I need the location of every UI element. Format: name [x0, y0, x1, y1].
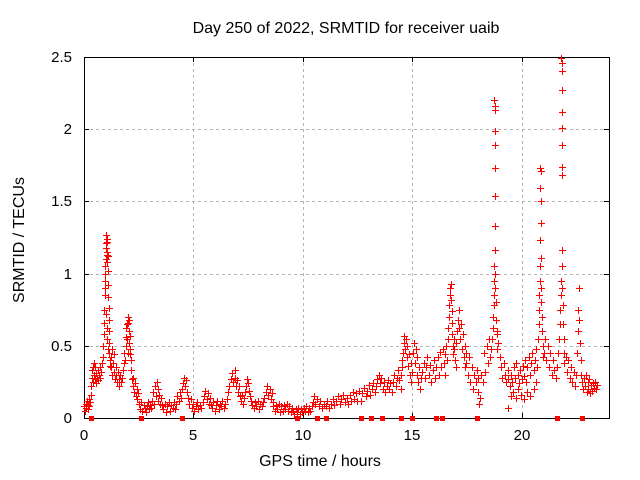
zero-flag-square	[369, 416, 374, 421]
zero-flag-square	[180, 416, 185, 421]
zero-flag-square	[434, 416, 439, 421]
y-tick-label: 1	[64, 266, 72, 283]
zero-flag-square	[359, 416, 364, 421]
zero-flag-square	[475, 416, 480, 421]
x-tick-label: 0	[80, 427, 88, 444]
y-tick-label: 2.5	[51, 49, 72, 66]
y-tick-label: 2	[64, 121, 72, 138]
zero-flag-square	[410, 416, 415, 421]
plot-border	[84, 57, 610, 419]
x-tick-label: 5	[189, 427, 197, 444]
scatter-plus-markers	[81, 55, 601, 418]
x-axis-label: GPS time / hours	[259, 453, 381, 470]
zero-flag-square	[399, 416, 404, 421]
zero-flag-square	[295, 416, 300, 421]
gridlines	[84, 57, 609, 418]
y-tick-label: 1.5	[51, 193, 72, 210]
x-tick-label: 15	[404, 427, 421, 444]
y-tick-label: 0.5	[51, 338, 72, 355]
zero-flag-square	[315, 416, 320, 421]
y-tick-label: 0	[64, 410, 72, 427]
x-tick-labels: 0 5 10 15 20	[80, 427, 531, 444]
zero-flag-markers	[89, 416, 585, 421]
x-tick-label: 20	[514, 427, 531, 444]
zero-flag-square	[555, 416, 560, 421]
axis-ticks	[84, 57, 609, 419]
zero-flag-square	[324, 416, 329, 421]
zero-flag-square	[440, 416, 445, 421]
zero-flag-square	[89, 416, 94, 421]
y-tick-labels: 0 0.5 1 1.5 2 2.5	[51, 49, 72, 427]
zero-flag-square	[580, 416, 585, 421]
x-tick-label: 10	[295, 427, 312, 444]
y-axis-label: SRMTID / TECUs	[11, 177, 28, 303]
chart-title: Day 250 of 2022, SRMTID for receiver uai…	[193, 20, 500, 37]
zero-flag-square	[380, 416, 385, 421]
zero-flag-square	[139, 416, 144, 421]
